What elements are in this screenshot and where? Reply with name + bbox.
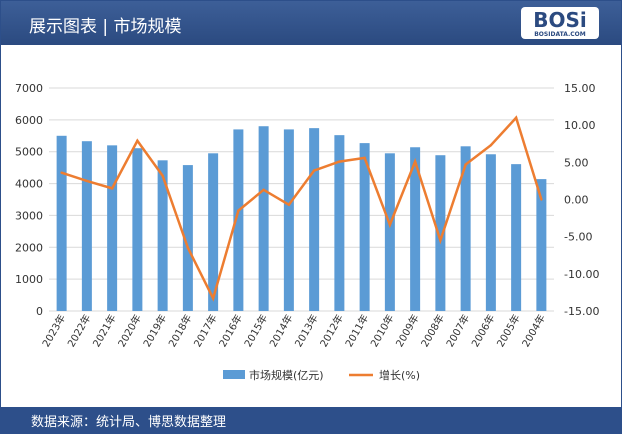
line-point bbox=[388, 223, 392, 226]
right-tick-label: -5.00 bbox=[564, 231, 592, 244]
category-label: 2023年 bbox=[39, 312, 68, 349]
bar bbox=[460, 146, 471, 311]
category-label: 2008年 bbox=[418, 312, 447, 349]
line-point bbox=[161, 174, 164, 177]
category-label: 2006年 bbox=[468, 312, 497, 349]
bar bbox=[258, 126, 269, 311]
bar bbox=[107, 145, 118, 311]
line-point bbox=[338, 160, 341, 163]
line-point bbox=[136, 139, 139, 142]
left-tick-label: 0 bbox=[36, 305, 43, 318]
bar bbox=[283, 129, 294, 311]
line-point bbox=[413, 160, 417, 163]
line-point bbox=[60, 171, 63, 174]
logo: BOSi BOSIDATA.COM bbox=[521, 7, 599, 39]
category-label: 2019年 bbox=[140, 312, 169, 349]
right-tick-label: 10.00 bbox=[564, 119, 596, 132]
page-title: 展示图表 | 市场规模 bbox=[29, 17, 182, 37]
category-label: 2022年 bbox=[64, 312, 93, 349]
category-label: 2005年 bbox=[494, 312, 523, 349]
line-point bbox=[211, 297, 215, 300]
bar bbox=[435, 155, 446, 311]
header: 展示图表 | 市场规模 BOSi BOSIDATA.COM bbox=[1, 1, 621, 45]
left-tick-label: 4000 bbox=[15, 178, 43, 191]
category-label: 2012年 bbox=[317, 312, 346, 349]
category-label: 2004年 bbox=[519, 312, 548, 349]
left-tick-label: 2000 bbox=[15, 241, 43, 254]
bar bbox=[157, 160, 168, 311]
bar bbox=[233, 129, 244, 311]
bar bbox=[208, 153, 219, 311]
category-label: 2020年 bbox=[115, 312, 144, 349]
growth-line bbox=[61, 115, 543, 302]
category-label: 2013年 bbox=[292, 312, 321, 349]
line-point bbox=[262, 188, 265, 192]
data-source: 数据来源：统计局、博思数据整理 bbox=[31, 415, 227, 430]
line-point bbox=[439, 239, 442, 242]
category-label: 2014年 bbox=[266, 312, 295, 349]
right-tick-label: -15.00 bbox=[564, 305, 599, 318]
bar bbox=[485, 154, 496, 311]
category-label: 2009年 bbox=[393, 312, 422, 349]
legend-bar-swatch bbox=[223, 370, 245, 379]
bar bbox=[359, 143, 370, 311]
bar bbox=[536, 179, 547, 311]
line-point bbox=[186, 246, 190, 250]
line-point bbox=[110, 187, 114, 190]
line-point bbox=[85, 179, 89, 183]
bar bbox=[384, 153, 395, 311]
line-point bbox=[464, 163, 467, 166]
line-point bbox=[540, 198, 543, 201]
right-tick-label: 5.00 bbox=[564, 156, 589, 169]
bar bbox=[410, 147, 421, 311]
line-point bbox=[489, 144, 493, 147]
left-tick-label: 7000 bbox=[15, 82, 43, 95]
chart: 0 1000 2000 3000 4000 5000 6000 7000 -15.00 -10.0… bbox=[15, 82, 599, 382]
bar bbox=[511, 164, 522, 311]
bar bbox=[56, 135, 67, 311]
line-point bbox=[514, 116, 518, 119]
category-label: 2015年 bbox=[241, 312, 270, 349]
line-point bbox=[363, 156, 366, 160]
category-label: 2007年 bbox=[443, 312, 472, 349]
left-tick-label: 3000 bbox=[15, 209, 43, 222]
category-label: 2016年 bbox=[216, 312, 245, 349]
bar bbox=[132, 148, 143, 311]
right-tick-label: -10.00 bbox=[564, 268, 599, 281]
legend-bar-label: 市场规模(亿元) bbox=[249, 368, 324, 382]
right-tick-label: 0.00 bbox=[564, 194, 589, 207]
category-label: 2017年 bbox=[191, 312, 220, 349]
category-label: 2011年 bbox=[342, 312, 371, 349]
left-tick-label: 5000 bbox=[15, 146, 43, 159]
legend-line-label: 增长(%) bbox=[379, 368, 420, 382]
bar bbox=[334, 135, 345, 311]
category-label: 2010年 bbox=[367, 312, 396, 349]
bar bbox=[309, 128, 320, 311]
bar bbox=[182, 165, 193, 311]
left-tick-label: 6000 bbox=[15, 114, 43, 127]
category-label: 2021年 bbox=[90, 312, 119, 349]
left-tick-label: 1000 bbox=[15, 273, 43, 286]
right-tick-label: 15.00 bbox=[564, 82, 596, 95]
category-label: 2018年 bbox=[165, 312, 194, 349]
line-point bbox=[287, 203, 291, 206]
line-point bbox=[312, 169, 316, 172]
bar bbox=[81, 141, 92, 311]
line-point bbox=[237, 209, 240, 212]
footer: 数据来源：统计局、博思数据整理 bbox=[1, 407, 621, 433]
